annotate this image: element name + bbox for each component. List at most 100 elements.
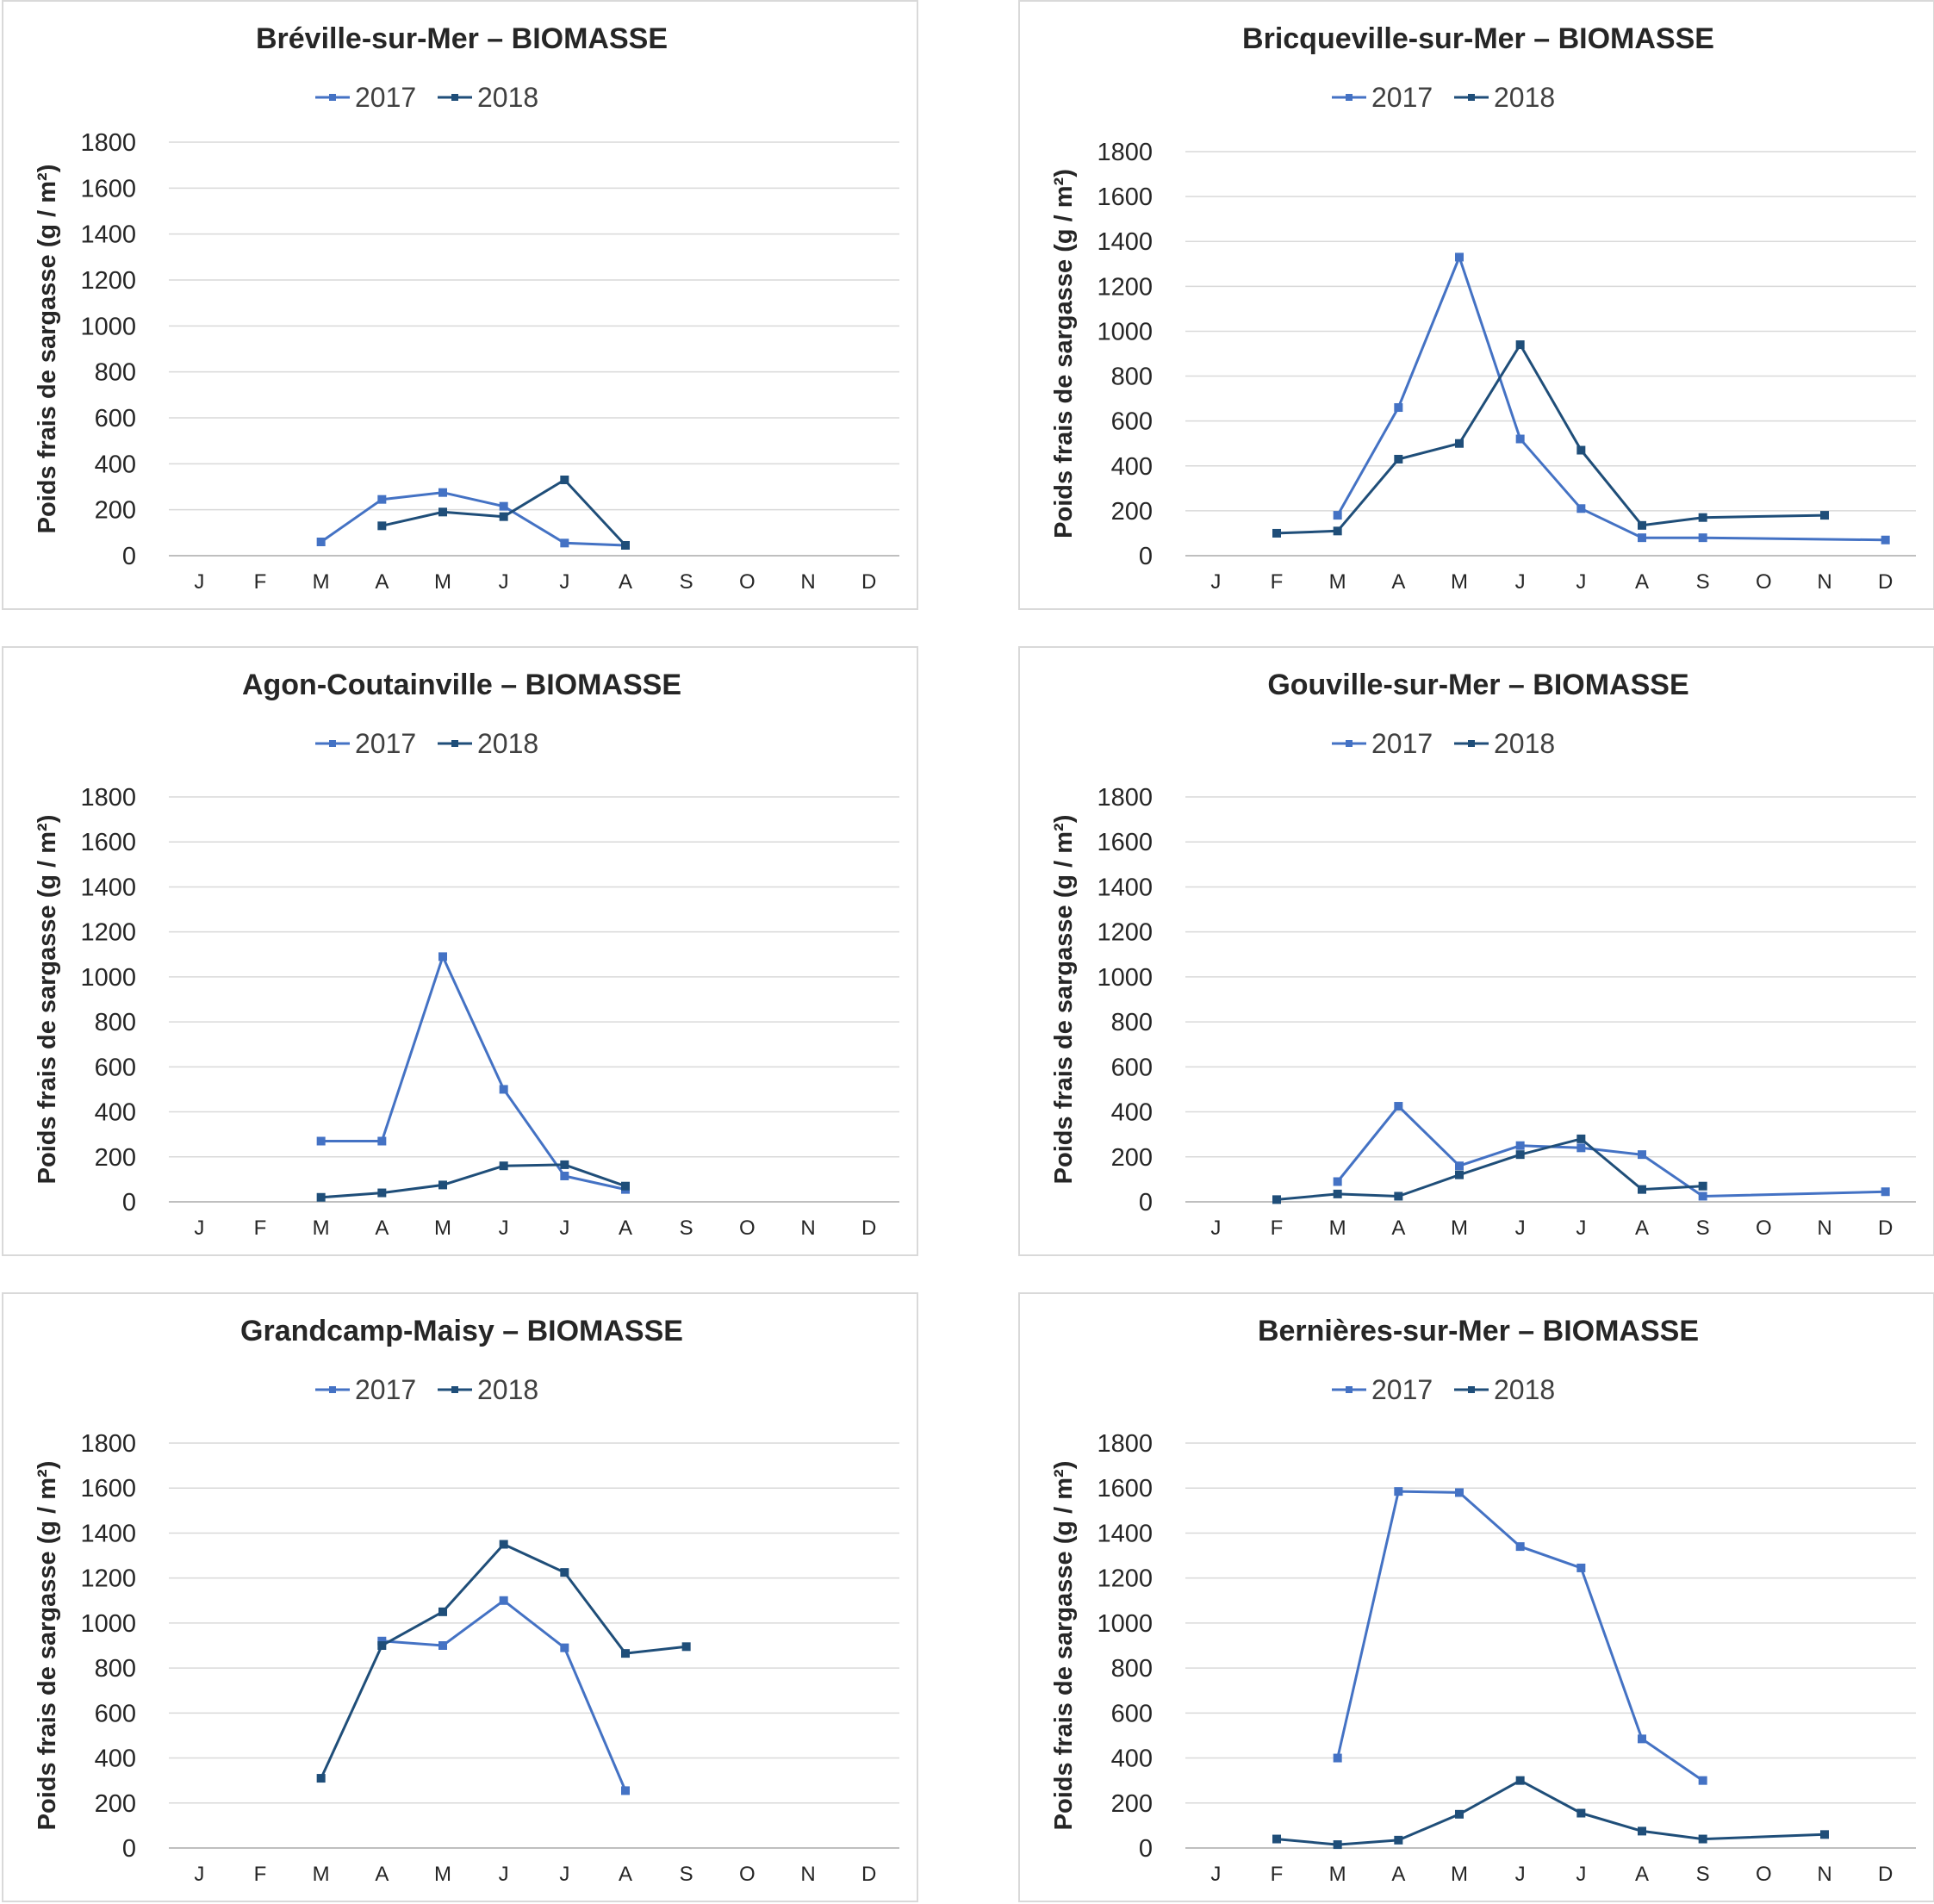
y-axis-label: Poids frais de sargasse (g / m²) — [1050, 169, 1078, 538]
data-point-2017 — [1698, 1776, 1707, 1785]
y-tick-label: 0 — [1139, 543, 1153, 570]
data-point-2018 — [1698, 513, 1707, 522]
legend-label-2017: 2017 — [355, 82, 416, 113]
series-line-2018 — [1276, 1779, 1825, 1846]
x-tick-label: O — [1756, 1863, 1772, 1886]
series-line-2017 — [1336, 1490, 1704, 1782]
data-point-2018 — [1394, 1192, 1403, 1201]
y-axis-label: Poids frais de sargasse (g / m²) — [34, 165, 61, 534]
x-tick-label: A — [619, 1863, 632, 1886]
data-point-2017 — [1576, 504, 1586, 513]
y-tick-label: 400 — [1111, 1745, 1153, 1773]
data-point-2017 — [1576, 1143, 1586, 1153]
data-point-2018 — [621, 541, 630, 550]
x-tick-label: J — [559, 1863, 569, 1886]
x-tick-label: J — [1515, 1863, 1526, 1886]
x-tick-label: M — [1329, 1216, 1346, 1240]
x-tick-label: J — [1210, 1863, 1221, 1886]
chart-panel-bernieres: Bernières-sur-Mer – BIOMASSE 2017 2018 0 200… — [1018, 1292, 1934, 1902]
x-tick-label: A — [619, 570, 632, 594]
chart-title: Gouville-sur-Mer – BIOMASSE — [1267, 669, 1688, 701]
x-tick-label: A — [1635, 570, 1649, 594]
x-tick-label: J — [559, 1216, 569, 1240]
y-tick-label: 200 — [95, 1790, 136, 1818]
y-tick-label: 200 — [95, 1144, 136, 1172]
x-tick-label: D — [1878, 1216, 1893, 1240]
data-point-2018 — [1638, 1185, 1646, 1194]
data-point-2017 — [1333, 1753, 1342, 1763]
y-axis-label: Poids frais de sargasse (g / m²) — [34, 1461, 61, 1831]
legend-marker-2017 — [1346, 94, 1353, 101]
data-point-2018 — [377, 521, 387, 531]
y-tick-label: 0 — [122, 1835, 136, 1863]
legend-label-2017: 2017 — [1371, 82, 1433, 113]
data-point-2018 — [1820, 1830, 1829, 1839]
y-tick-label: 600 — [95, 405, 136, 432]
data-point-2018 — [1515, 340, 1525, 350]
y-tick-label: 600 — [1111, 1054, 1153, 1081]
data-point-2018 — [377, 1641, 387, 1650]
y-tick-label: 1400 — [1097, 1520, 1153, 1547]
x-tick-label: D — [861, 570, 876, 594]
x-tick-label: J — [1515, 570, 1526, 594]
x-tick-label: J — [1515, 1216, 1526, 1240]
x-tick-label: M — [434, 1863, 451, 1886]
y-tick-label: 1000 — [1097, 318, 1153, 345]
x-tick-label: J — [194, 1863, 204, 1886]
y-tick-label: 600 — [95, 1054, 136, 1081]
data-point-2017 — [377, 495, 387, 504]
legend-label-2018: 2018 — [1494, 1374, 1555, 1405]
y-tick-label: 600 — [1111, 408, 1153, 436]
y-tick-label: 1000 — [80, 964, 136, 992]
data-point-2018 — [1576, 445, 1586, 455]
y-tick-label: 1600 — [80, 1475, 136, 1503]
y-tick-label: 1400 — [1097, 874, 1153, 901]
x-tick-label: N — [800, 570, 815, 594]
y-tick-label: 0 — [1139, 1835, 1153, 1863]
series-line-2018 — [320, 1543, 687, 1779]
x-tick-label: D — [1878, 570, 1893, 594]
data-point-2017 — [1638, 1150, 1646, 1160]
y-tick-label: 1600 — [1097, 829, 1153, 856]
x-tick-label: O — [1756, 1216, 1772, 1240]
y-tick-label: 600 — [95, 1700, 136, 1727]
x-tick-label: S — [1696, 1216, 1710, 1240]
x-tick-label: A — [375, 570, 389, 594]
y-tick-label: 1800 — [1097, 784, 1153, 812]
data-point-2018 — [1638, 520, 1646, 530]
data-point-2017 — [499, 1085, 508, 1094]
data-point-2017 — [1881, 1187, 1890, 1197]
legend-marker-2018 — [1468, 1386, 1475, 1393]
legend-label-2018: 2018 — [477, 1374, 538, 1405]
legend-label-2017: 2017 — [355, 1374, 416, 1405]
x-tick-label: M — [1329, 1863, 1346, 1886]
data-point-2018 — [1394, 454, 1403, 464]
x-tick-label: N — [1817, 570, 1831, 594]
y-tick-label: 800 — [1111, 1009, 1153, 1036]
data-point-2017 — [1515, 1542, 1525, 1552]
y-tick-label: 1200 — [1097, 919, 1153, 947]
data-point-2017 — [316, 538, 326, 546]
data-point-2018 — [499, 1540, 508, 1549]
x-tick-label: F — [254, 1863, 267, 1886]
data-point-2017 — [1515, 1141, 1525, 1150]
y-tick-label: 1800 — [80, 1430, 136, 1458]
x-tick-label: M — [1451, 1216, 1468, 1240]
x-tick-label: A — [1391, 1863, 1405, 1886]
data-point-2018 — [1515, 1150, 1525, 1160]
data-point-2018 — [681, 1642, 691, 1652]
data-point-2018 — [1455, 1809, 1464, 1819]
y-tick-label: 800 — [1111, 1655, 1153, 1683]
legend-label-2018: 2018 — [477, 82, 538, 113]
x-tick-label: J — [499, 570, 509, 594]
chart-panel-grandcamp-maisy: Grandcamp-Maisy – BIOMASSE 2017 2018 0 200 40… — [2, 1292, 918, 1902]
legend-label-2017: 2017 — [1371, 1374, 1433, 1405]
chart-svg: Bernières-sur-Mer – BIOMASSE 2017 2018 0 200… — [1050, 1315, 1916, 1886]
data-point-2018 — [499, 512, 508, 521]
x-tick-label: M — [1451, 570, 1468, 594]
x-tick-label: D — [861, 1863, 876, 1886]
data-point-2018 — [1698, 1834, 1707, 1844]
data-point-2017 — [1698, 1192, 1707, 1201]
y-axis-label: Poids frais de sargasse (g / m²) — [1050, 1461, 1078, 1831]
data-point-2017 — [1333, 1177, 1342, 1186]
